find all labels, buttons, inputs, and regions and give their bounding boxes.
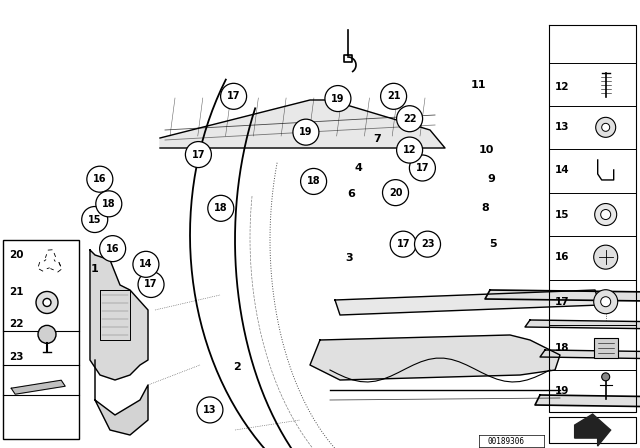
Circle shape — [43, 298, 51, 306]
Text: 21: 21 — [9, 287, 24, 297]
Text: 22: 22 — [9, 319, 24, 329]
Text: 21: 21 — [387, 91, 401, 101]
Polygon shape — [540, 350, 640, 360]
Text: 6: 6 — [347, 189, 355, 198]
Circle shape — [602, 373, 610, 381]
Text: 18: 18 — [214, 203, 228, 213]
Text: 22: 22 — [403, 114, 417, 124]
Text: 14: 14 — [555, 165, 570, 175]
Text: 17: 17 — [415, 163, 429, 173]
Text: 23: 23 — [420, 239, 435, 249]
Polygon shape — [335, 290, 600, 315]
Text: 17: 17 — [191, 150, 205, 159]
Circle shape — [301, 168, 326, 194]
Circle shape — [397, 106, 422, 132]
Text: 12: 12 — [555, 82, 570, 92]
Circle shape — [383, 180, 408, 206]
Text: 11: 11 — [471, 80, 486, 90]
Bar — [594, 338, 618, 358]
Circle shape — [208, 195, 234, 221]
Circle shape — [186, 142, 211, 168]
Text: 13: 13 — [203, 405, 217, 415]
Circle shape — [87, 166, 113, 192]
Text: 18: 18 — [555, 343, 570, 353]
Text: 15: 15 — [88, 215, 102, 224]
Text: 20: 20 — [388, 188, 403, 198]
Circle shape — [100, 236, 125, 262]
Text: 20: 20 — [9, 250, 24, 260]
Polygon shape — [310, 335, 560, 380]
Circle shape — [82, 207, 108, 233]
Circle shape — [221, 83, 246, 109]
Circle shape — [410, 155, 435, 181]
Polygon shape — [535, 395, 640, 408]
Text: 8: 8 — [481, 203, 489, 213]
Text: 12: 12 — [403, 145, 417, 155]
Text: 1: 1 — [91, 264, 99, 274]
Circle shape — [381, 83, 406, 109]
Text: 17: 17 — [555, 297, 570, 307]
Circle shape — [325, 86, 351, 112]
Polygon shape — [11, 380, 65, 394]
Text: 17: 17 — [396, 239, 410, 249]
Text: 16: 16 — [106, 244, 120, 254]
Circle shape — [138, 271, 164, 297]
Text: 15: 15 — [555, 210, 570, 220]
Text: 5: 5 — [489, 239, 497, 249]
Circle shape — [602, 123, 610, 131]
Bar — [3, 240, 79, 439]
Circle shape — [96, 191, 122, 217]
Circle shape — [594, 245, 618, 269]
Circle shape — [595, 203, 617, 225]
Polygon shape — [95, 360, 148, 435]
Text: 19: 19 — [299, 127, 313, 137]
Text: 9: 9 — [488, 174, 495, 184]
Text: 14: 14 — [139, 259, 153, 269]
Circle shape — [601, 297, 611, 307]
Text: 7: 7 — [374, 134, 381, 144]
Polygon shape — [575, 414, 611, 446]
Circle shape — [36, 292, 58, 314]
Polygon shape — [160, 100, 445, 148]
Text: 16: 16 — [93, 174, 107, 184]
Text: 19: 19 — [555, 386, 570, 396]
Text: 16: 16 — [555, 252, 570, 262]
Text: 13: 13 — [555, 122, 570, 132]
Text: 00189306: 00189306 — [487, 437, 524, 446]
Text: 17: 17 — [144, 280, 158, 289]
Circle shape — [293, 119, 319, 145]
Circle shape — [415, 231, 440, 257]
Circle shape — [133, 251, 159, 277]
Text: 4: 4 — [355, 163, 362, 173]
Circle shape — [197, 397, 223, 423]
Text: 19: 19 — [331, 94, 345, 103]
Circle shape — [397, 137, 422, 163]
Polygon shape — [90, 250, 148, 380]
Polygon shape — [525, 320, 640, 330]
Text: 17: 17 — [227, 91, 241, 101]
Circle shape — [594, 290, 618, 314]
Text: 18: 18 — [102, 199, 116, 209]
Circle shape — [601, 210, 611, 220]
Text: 23: 23 — [9, 352, 24, 362]
Text: 3: 3 — [345, 253, 353, 263]
Circle shape — [390, 231, 416, 257]
Text: 10: 10 — [479, 145, 494, 155]
Polygon shape — [485, 290, 640, 302]
Text: 2: 2 — [233, 362, 241, 372]
Text: 18: 18 — [307, 177, 321, 186]
Circle shape — [38, 325, 56, 343]
Circle shape — [596, 117, 616, 138]
